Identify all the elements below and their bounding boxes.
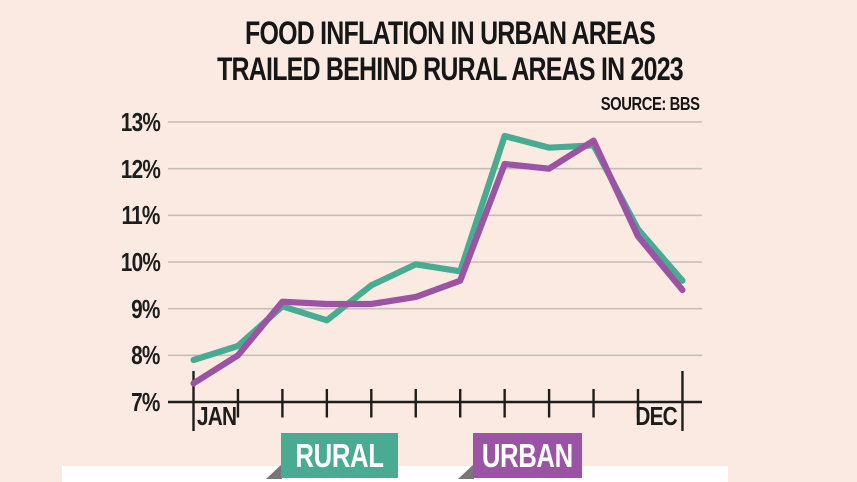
- chart-title: FOOD INFLATION IN URBAN AREAS TRAILED BE…: [45, 15, 855, 87]
- y-axis-tick-label: 13%: [120, 106, 161, 137]
- y-axis-tick-label: 9%: [131, 293, 161, 324]
- x-axis-label-jan: JAN: [197, 401, 237, 431]
- legend-rural: RURAL: [281, 433, 398, 478]
- y-axis-tick-label: 12%: [120, 153, 161, 184]
- y-axis-tick-label: 11%: [121, 200, 161, 231]
- y-axis-tick-label: 10%: [120, 246, 161, 277]
- x-axis-label-dec: DEC: [635, 401, 677, 431]
- legend-urban: URBAN: [473, 433, 582, 478]
- y-axis-tick-label: 8%: [131, 340, 161, 371]
- chart-title-line2: TRAILED BEHIND RURAL AREAS IN 2023: [217, 51, 684, 87]
- legend-urban-label: URBAN: [482, 436, 574, 474]
- urban-series-line: [190, 137, 686, 387]
- legend-rural-label: RURAL: [295, 436, 384, 474]
- y-axis-tick-label: 7%: [131, 387, 161, 417]
- chart-title-line1: FOOD INFLATION IN URBAN AREAS: [244, 15, 656, 51]
- source-label: SOURCE: BBS: [601, 94, 700, 114]
